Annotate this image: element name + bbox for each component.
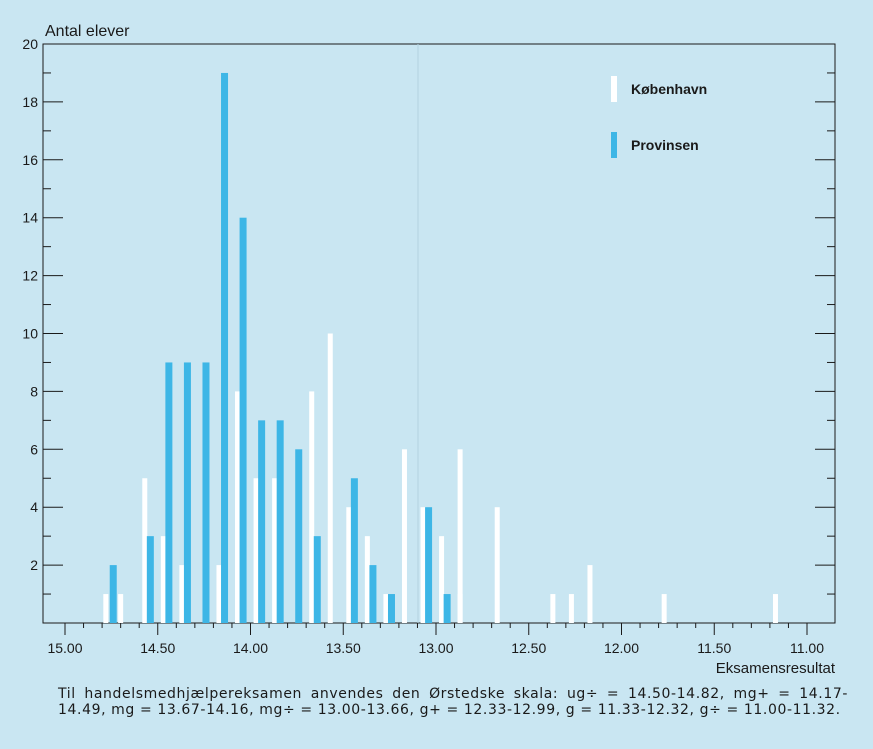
- bars: [103, 72, 778, 623]
- bar-kobenhavn: [346, 507, 352, 623]
- y-tick-label: 12: [22, 268, 38, 284]
- bar-provinsen: [350, 478, 358, 623]
- y-tick-label: 8: [30, 383, 38, 399]
- x-tick-label: 13.50: [326, 640, 361, 656]
- legend-label-kobenhavn: København: [631, 81, 707, 97]
- bar-kobenhavn: [772, 594, 778, 623]
- bar-kobenhavn: [235, 391, 241, 623]
- bar-provinsen: [202, 362, 210, 623]
- x-tick-label: 11.50: [697, 640, 731, 656]
- legend: København Provinsen: [611, 76, 707, 158]
- legend-label-provinsen: Provinsen: [631, 137, 699, 153]
- legend-swatch-kobenhavn: [611, 76, 617, 102]
- bar-kobenhavn: [179, 565, 185, 623]
- bar-kobenhavn: [494, 507, 500, 623]
- bar-kobenhavn: [272, 478, 278, 623]
- bar-kobenhavn: [457, 449, 463, 623]
- bar-kobenhavn: [587, 565, 593, 623]
- bar-kobenhavn: [118, 594, 124, 623]
- bar-provinsen: [221, 72, 229, 623]
- bar-provinsen: [443, 594, 451, 623]
- x-tick-label: 12.50: [511, 640, 546, 656]
- y-axis-label: Antal elever: [45, 23, 130, 40]
- y-tick-label: 4: [30, 499, 38, 515]
- bar-kobenhavn: [253, 478, 259, 623]
- bar-kobenhavn: [216, 565, 222, 623]
- bar-kobenhavn: [142, 478, 148, 623]
- bar-kobenhavn: [401, 449, 407, 623]
- x-tick-label: 14.50: [140, 640, 175, 656]
- x-tick-label: 13.00: [418, 640, 453, 656]
- y-tick-label: 6: [30, 441, 38, 457]
- bar-kobenhavn: [420, 507, 426, 623]
- bar-kobenhavn: [550, 594, 556, 623]
- y-tick-label: 20: [22, 36, 38, 52]
- y-tick-label: 2: [30, 557, 38, 573]
- bar-provinsen: [146, 536, 154, 623]
- bar-provinsen: [239, 217, 247, 623]
- bar-kobenhavn: [568, 594, 574, 623]
- plot-area: [42, 43, 836, 624]
- x-tick-label: 12.00: [604, 640, 639, 656]
- bar-provinsen: [109, 565, 117, 623]
- bar-provinsen: [425, 507, 433, 623]
- x-tick-label: 14.00: [233, 640, 268, 656]
- chart-caption: Til handelsmedhjælpereksamen anvendes de…: [58, 686, 848, 718]
- bar-kobenhavn: [309, 391, 315, 623]
- bar-provinsen: [313, 536, 321, 623]
- bar-kobenhavn: [160, 536, 166, 623]
- y-tick-label: 14: [22, 210, 38, 226]
- x-axis-label: Eksamensresultat: [716, 660, 836, 677]
- x-tick-label: 11.00: [790, 640, 824, 656]
- bar-kobenhavn: [103, 594, 109, 623]
- bar-provinsen: [258, 420, 266, 623]
- bar-provinsen: [295, 449, 303, 623]
- bar-kobenhavn: [327, 333, 333, 623]
- bar-provinsen: [165, 362, 173, 623]
- bar-kobenhavn: [383, 594, 389, 623]
- histogram-chart: Antal elever Eksamensresultat 2 4 6 8 10 12 14…: [22, 23, 836, 677]
- bar-provinsen: [387, 594, 395, 623]
- bar-provinsen: [183, 362, 191, 623]
- bar-kobenhavn: [661, 594, 667, 623]
- y-tick-label: 10: [22, 326, 38, 342]
- x-tick-label: 15.00: [47, 640, 82, 656]
- bar-provinsen: [369, 565, 377, 623]
- bar-kobenhavn: [439, 536, 445, 623]
- axis-ticks: 2 4 6 8 10 12 14 16 18 20 15.00 14.50 14.00 13.50 13.0…: [22, 36, 835, 656]
- bar-kobenhavn: [364, 536, 370, 623]
- y-tick-label: 16: [22, 152, 38, 168]
- bar-provinsen: [276, 420, 284, 623]
- y-tick-label: 18: [22, 94, 38, 110]
- legend-swatch-provinsen: [611, 132, 617, 158]
